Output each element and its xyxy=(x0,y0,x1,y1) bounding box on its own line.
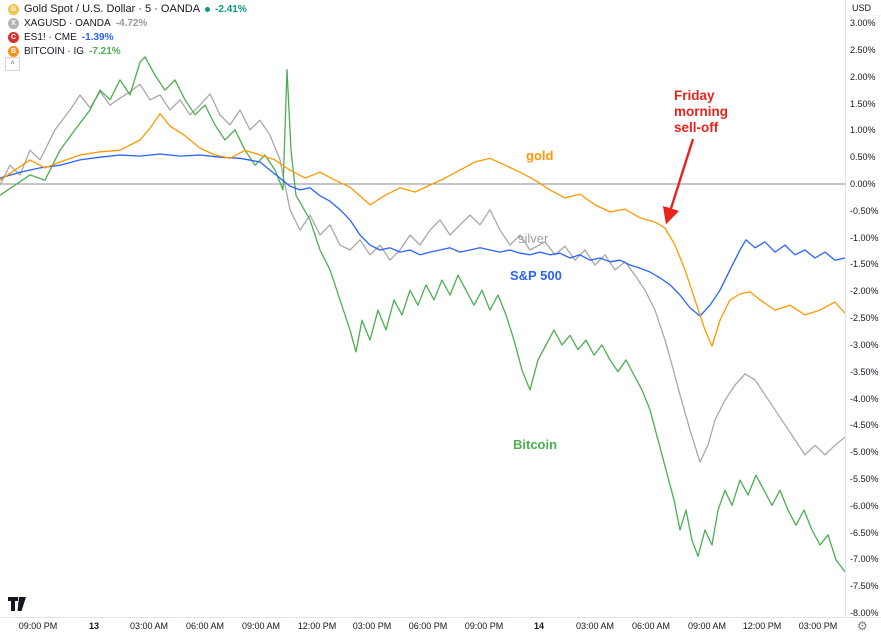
price-axis-tick: 2.00% xyxy=(850,71,876,82)
legend-symbol-title: BITCOIN · IG xyxy=(24,46,84,57)
price-axis-tick: -5.50% xyxy=(850,473,879,484)
legend-collapse-button[interactable]: ^ xyxy=(5,57,20,71)
axis-currency-label: USD xyxy=(846,0,881,16)
price-axis-tick: 0.00% xyxy=(850,178,876,189)
price-axis-tick: 3.00% xyxy=(850,18,876,28)
price-axis-tick: -4.00% xyxy=(850,393,879,404)
legend: G Gold Spot / U.S. Dollar · 5 · OANDA -2.4… xyxy=(5,2,250,59)
bitcoin-symbol-icon: B xyxy=(8,46,19,57)
price-axis-tick: -1.00% xyxy=(850,232,879,243)
time-axis-tick: 12:00 PM xyxy=(742,621,782,631)
time-axis[interactable]: 09:00 PM 13 03:00 AM 06:00 AM 09:00 AM 12:00 … xyxy=(0,618,846,635)
gold-symbol-icon: G xyxy=(8,3,19,15)
time-axis-tick: 03:00 AM xyxy=(129,621,169,631)
chart-label-bitcoin[interactable]: Bitcoin xyxy=(513,437,558,452)
series-line-s-p-500 xyxy=(0,153,845,317)
price-axis-tick: -2.50% xyxy=(850,313,879,323)
price-axis-tick: -6.00% xyxy=(850,500,879,511)
legend-change-percent: -4.72% xyxy=(115,18,148,29)
chart-canvas[interactable] xyxy=(0,0,845,617)
price-axis-tick: -2.00% xyxy=(850,286,879,297)
price-axis-tick: -1.50% xyxy=(850,259,879,270)
price-axis-tick: -3.00% xyxy=(850,339,879,350)
legend-change-percent: -7.21% xyxy=(89,46,121,57)
chart-label-silver[interactable]: silver xyxy=(518,231,549,246)
legend-change-percent: -2.41% xyxy=(215,3,247,15)
time-axis-tick: 03:00 AM xyxy=(575,621,615,631)
price-axis-tick: -5.00% xyxy=(850,447,879,458)
legend-symbol-title: Gold Spot / U.S. Dollar · 5 · OANDA xyxy=(24,3,201,15)
silver-symbol-icon: X xyxy=(8,18,19,29)
price-axis-tick: 2.50% xyxy=(850,44,876,55)
time-axis-tick: 03:00 PM xyxy=(352,621,392,631)
chart-plot-area[interactable]: G Gold Spot / U.S. Dollar · 5 · OANDA -2.4… xyxy=(0,0,846,618)
annotation-arrow xyxy=(662,138,695,225)
series-line-bitcoin xyxy=(0,56,845,573)
price-axis-tick: -0.50% xyxy=(850,205,879,216)
price-axis-tick: -7.00% xyxy=(850,554,879,565)
chart-label-s-p-500[interactable]: S&P 500 xyxy=(510,268,562,283)
chevron-up-icon: ^ xyxy=(10,59,15,69)
market-status-dot xyxy=(205,6,211,12)
series-line-silver xyxy=(0,83,845,463)
legend-row-gold[interactable]: G Gold Spot / U.S. Dollar · 5 · OANDA -2.4… xyxy=(5,2,250,16)
legend-row-silver[interactable]: X XAGUSD · OANDA -4.72% xyxy=(5,17,151,30)
time-axis-tick: 06:00 AM xyxy=(631,621,671,631)
legend-symbol-title: XAGUSD · OANDA xyxy=(24,18,111,29)
price-axis-tick: 1.50% xyxy=(850,98,876,109)
time-axis-tick: 06:00 PM xyxy=(408,621,448,631)
tradingview-logo-icon xyxy=(8,597,26,611)
price-axis-tick: -6.50% xyxy=(850,527,879,538)
price-axis-tick: 0.50% xyxy=(850,152,876,163)
price-axis-tick: -4.50% xyxy=(850,420,879,431)
tradingview-logo[interactable] xyxy=(8,597,28,617)
time-axis-day-tick: 13 xyxy=(88,621,99,631)
series-line-gold xyxy=(0,113,845,347)
time-axis-tick: 03:00 PM xyxy=(798,621,838,631)
time-axis-tick: 09:00 PM xyxy=(464,621,504,631)
time-axis-tick: 09:00 AM xyxy=(687,621,727,631)
sp500-symbol-icon: C xyxy=(8,32,19,43)
time-axis-tick: 09:00 AM xyxy=(241,621,281,631)
chart-label-gold[interactable]: gold xyxy=(526,148,554,163)
time-axis-tick: 12:00 PM xyxy=(297,621,337,631)
time-axis-day-tick: 14 xyxy=(533,621,544,631)
time-axis-tick: 09:00 PM xyxy=(18,621,58,631)
price-axis-tick: -8.00% xyxy=(850,608,879,618)
legend-row-bitcoin[interactable]: B BITCOIN · IG -7.21% xyxy=(5,45,124,58)
price-axis[interactable]: USD 3.00% 2.50% 2.00% 1.50% 1.00% 0.50% 0.00% -… xyxy=(846,0,881,618)
price-axis-tick: 1.00% xyxy=(850,125,876,136)
legend-change-percent: -1.39% xyxy=(81,32,114,43)
price-axis-tick: -3.50% xyxy=(850,366,879,377)
legend-row-sp500[interactable]: C ES1! · CME -1.39% xyxy=(5,31,117,44)
annotation-text[interactable]: Friday morning sell-off xyxy=(674,88,728,136)
settings-gear-icon[interactable]: ⚙ xyxy=(857,619,868,633)
legend-symbol-title: ES1! · CME xyxy=(24,32,77,43)
time-axis-tick: 06:00 AM xyxy=(185,621,225,631)
price-axis-tick: -7.50% xyxy=(850,581,879,592)
